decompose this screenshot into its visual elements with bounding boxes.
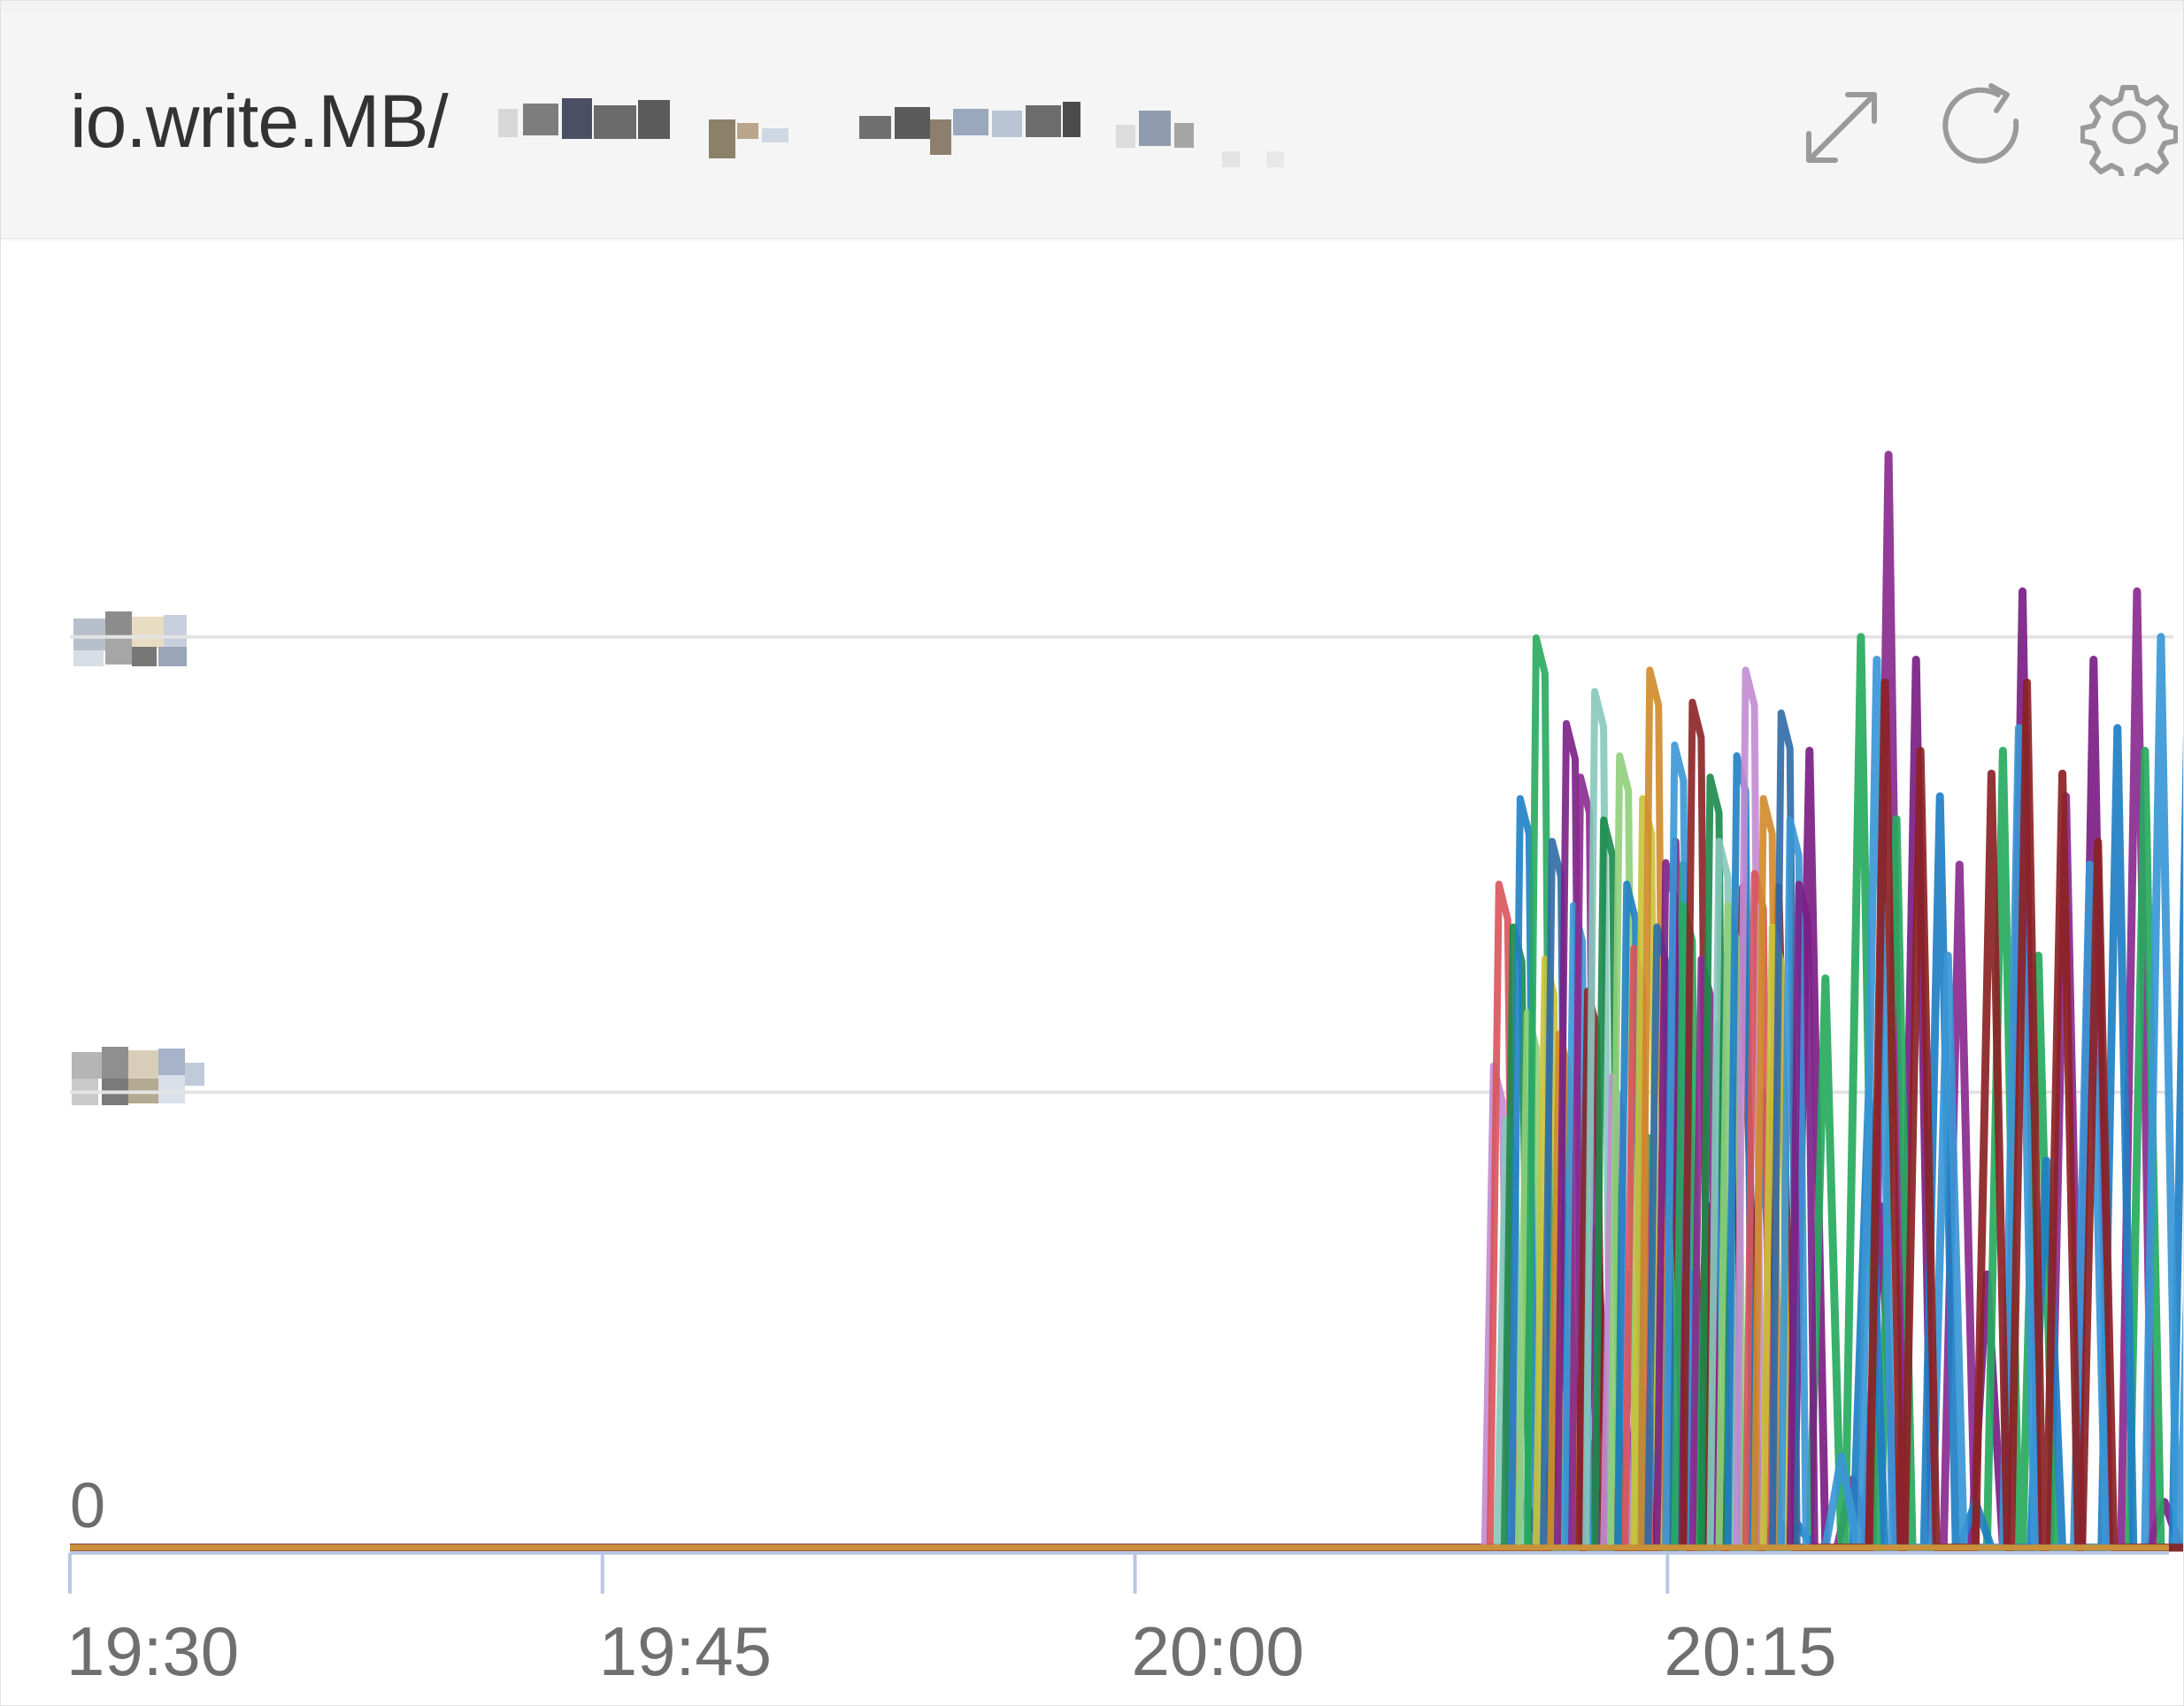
x-tick-label-1945: 19:45 <box>598 1612 772 1690</box>
x-tick-label-2015: 20:15 <box>1664 1612 1837 1690</box>
y-tick-label-200 <box>72 1047 204 1118</box>
y-tick-label-0: 0 <box>70 1471 106 1541</box>
panel-title: io.write.MB/ <box>70 80 449 163</box>
panel-header: io.write.MB/ <box>1 10 2183 239</box>
series-spike-15 <box>1582 688 1615 1548</box>
series-spike-38 <box>1777 816 1810 1548</box>
line-chart <box>68 450 2183 1594</box>
chart-area: 0 19:30 19:45 20:00 20:15 <box>1 240 2183 1705</box>
gear-icon[interactable] <box>2080 79 2179 184</box>
refresh-icon[interactable] <box>1934 79 2032 176</box>
panel-top-strip <box>1 1 2183 10</box>
redacted-title-suffix <box>496 98 1293 178</box>
x-tick-label-2000: 20:00 <box>1131 1612 1304 1690</box>
series-spike-39 <box>1786 880 1819 1548</box>
x-tick-label-1930: 19:30 <box>66 1612 240 1690</box>
expand-icon[interactable] <box>1793 79 1890 176</box>
y-tick-label-400 <box>73 611 206 682</box>
